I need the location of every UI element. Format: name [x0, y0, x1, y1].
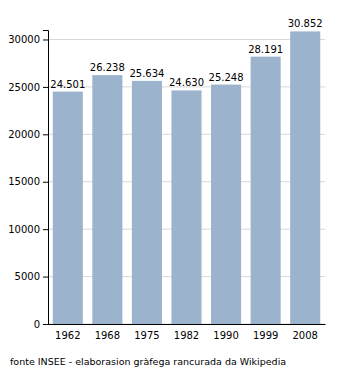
caption: fonte INSEE - elaborasion gràfega rancur…	[10, 356, 286, 367]
y-tick-mark	[43, 324, 48, 325]
x-tick-label: 1999	[253, 330, 278, 341]
grid-line	[48, 39, 325, 40]
y-tick: 5000	[15, 271, 48, 282]
y-tick: 0	[34, 319, 48, 330]
y-tick-mark	[43, 39, 48, 40]
data-label: 28.191	[248, 44, 283, 55]
x-tick-label: 1962	[55, 330, 80, 341]
y-tick: 20000	[8, 129, 48, 140]
bars	[53, 31, 321, 324]
y-tick-mark	[43, 134, 48, 135]
x-tick: 1962	[55, 324, 80, 341]
x-axis: 1962 1968 1975 1982 1990 1999 2008	[49, 324, 326, 341]
x-tick: 1982	[174, 324, 199, 341]
bar	[92, 75, 122, 324]
x-tick-label: 1975	[134, 330, 159, 341]
data-label: 25.634	[129, 68, 164, 79]
y-tick-label: 0	[34, 319, 40, 330]
x-tick: 1999	[253, 324, 278, 341]
y-tick-label: 20000	[8, 129, 40, 140]
y-tick-label: 30000	[8, 34, 40, 45]
chart: 24.501 26.238 25.634 24.630 25.248 28.191 30.8…	[0, 0, 350, 373]
data-label: 24.501	[50, 79, 85, 90]
data-label: 25.248	[209, 72, 244, 83]
plot: 24.501 26.238 25.634 24.630 25.248 28.191 30.8…	[8, 18, 325, 341]
x-tick-label: 1968	[95, 330, 120, 341]
y-axis-line	[43, 31, 49, 325]
y-axis: 0 5000 10000 15000 20000 25000 30000	[8, 31, 48, 330]
x-tick-label: 2008	[292, 330, 317, 341]
bar	[132, 81, 162, 324]
bar	[290, 31, 320, 324]
bar	[211, 85, 241, 324]
data-labels: 24.501 26.238 25.634 24.630 25.248 28.191 30.8…	[50, 18, 322, 89]
y-tick: 30000	[8, 34, 48, 45]
y-tick-mark	[43, 87, 48, 88]
y-tick-label: 15000	[8, 176, 40, 187]
x-tick: 2008	[292, 324, 317, 341]
y-tick: 15000	[8, 176, 48, 187]
bar	[53, 92, 83, 324]
y-tick-label: 25000	[8, 82, 40, 93]
y-tick-label: 5000	[15, 271, 40, 282]
x-tick: 1968	[95, 324, 120, 341]
y-tick-mark	[43, 182, 48, 183]
x-tick: 1990	[213, 324, 238, 341]
bar	[171, 90, 201, 324]
grid	[48, 39, 325, 324]
y-tick-mark	[43, 277, 48, 278]
x-axis-line	[49, 324, 326, 325]
data-label: 24.630	[169, 77, 204, 88]
x-tick-label: 1990	[213, 330, 238, 341]
y-tick-mark	[43, 229, 48, 230]
x-tick-label: 1982	[174, 330, 199, 341]
bar	[251, 57, 281, 324]
y-tick-label: 10000	[8, 224, 40, 235]
data-label: 30.852	[288, 18, 323, 29]
data-label: 26.238	[90, 62, 125, 73]
x-tick: 1975	[134, 324, 159, 341]
y-tick: 10000	[8, 224, 48, 235]
y-tick: 25000	[8, 82, 48, 93]
